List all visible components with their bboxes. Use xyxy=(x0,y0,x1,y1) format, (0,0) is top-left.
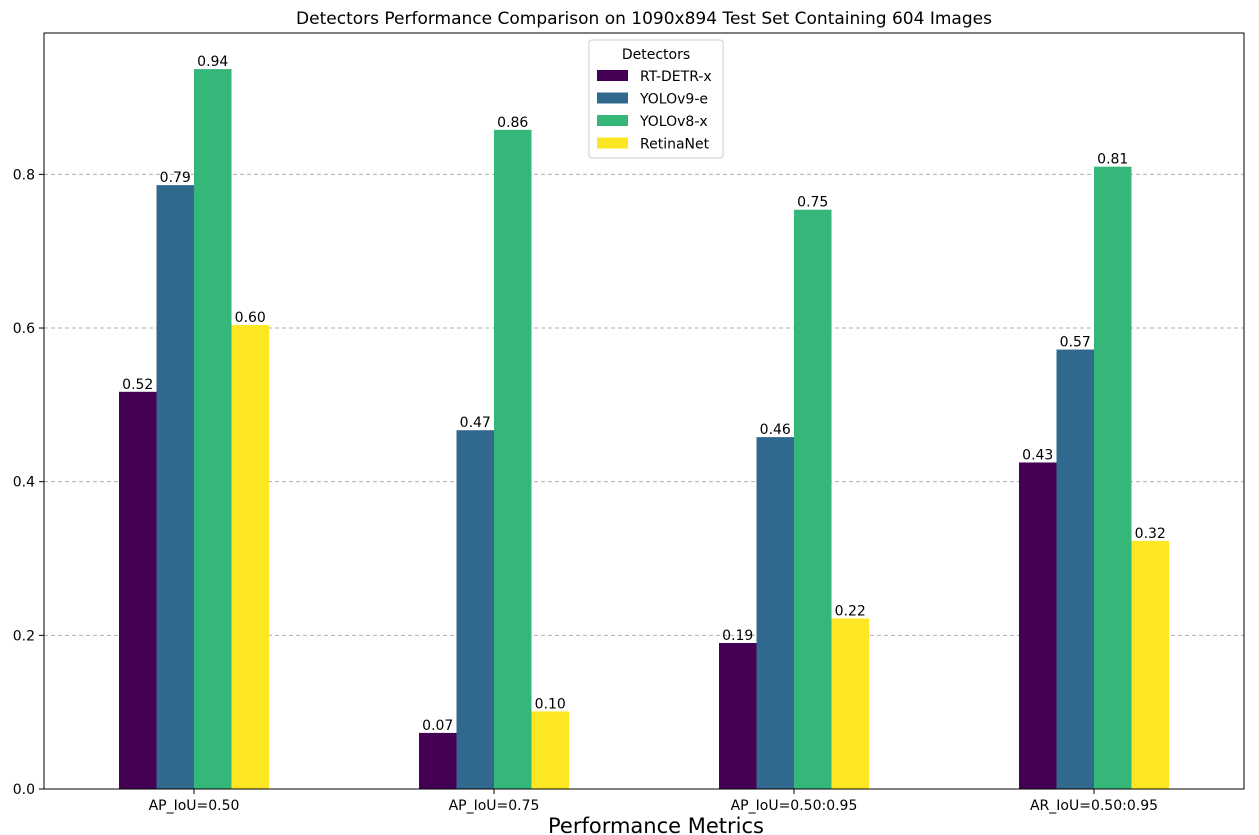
x-tick-label: AP_IoU=0.50:0.95 xyxy=(731,798,858,814)
bar-value-label: 0.47 xyxy=(460,415,491,431)
bar xyxy=(831,618,869,789)
legend-item: YOLOv9-e xyxy=(597,92,708,108)
legend-label: YOLOv8-x xyxy=(639,114,708,130)
chart-title: Detectors Performance Comparison on 1090… xyxy=(296,9,992,29)
bar-value-label: 0.07 xyxy=(422,718,453,734)
legend-item: YOLOv8-x xyxy=(597,114,708,130)
bar-value-label: 0.10 xyxy=(535,696,566,712)
bar xyxy=(156,185,194,789)
legend: Detectors RT-DETR-x YOLOv9-e YOLOv8-x Retin… xyxy=(588,39,724,159)
legend-item: RetinaNet xyxy=(597,137,710,153)
bar-value-label: 0.19 xyxy=(722,628,753,644)
bar xyxy=(756,437,794,789)
legend-label: YOLOv9-e xyxy=(639,92,708,108)
bar xyxy=(531,711,569,789)
legend-swatch xyxy=(597,70,628,81)
bar-value-label: 0.86 xyxy=(497,115,528,131)
bar xyxy=(794,209,832,789)
bar-value-label: 0.52 xyxy=(122,377,153,393)
legend-items: RT-DETR-x YOLOv9-e YOLOv8-x RetinaNet xyxy=(597,69,712,153)
legend-swatch xyxy=(597,137,628,149)
bar xyxy=(494,129,532,789)
legend-label: RT-DETR-x xyxy=(640,69,712,85)
bar xyxy=(456,430,494,789)
y-tick-label: 0.0 xyxy=(13,782,35,798)
x-tick-label: AP_IoU=0.50 xyxy=(149,798,240,814)
bar xyxy=(1056,349,1094,789)
bar xyxy=(1131,540,1169,789)
legend-label: RetinaNet xyxy=(640,137,710,153)
bar-value-label: 0.32 xyxy=(1135,526,1166,542)
plot-frame xyxy=(43,32,1245,790)
bar-series xyxy=(119,69,1169,790)
bar-value-label: 0.75 xyxy=(797,195,828,211)
legend-item: RT-DETR-x xyxy=(597,69,712,85)
bar-value-label: 0.43 xyxy=(1022,447,1053,463)
y-tick-label: 0.2 xyxy=(13,628,35,644)
bar xyxy=(194,69,232,790)
legend-title: Detectors xyxy=(622,47,690,63)
legend-swatch xyxy=(597,115,628,126)
bar-value-labels: 0.52 0.79 0.94 0.60 0.07 0.47 0.86 0.10 0.19 0.46… xyxy=(122,54,1166,734)
legend-box xyxy=(588,39,724,159)
bar xyxy=(231,324,269,789)
y-tick-label: 0.8 xyxy=(13,167,35,183)
bar xyxy=(1094,166,1132,789)
bar-value-label: 0.94 xyxy=(197,54,228,70)
bar-value-label: 0.22 xyxy=(835,603,866,619)
x-tick-label: AP_IoU=0.75 xyxy=(449,798,540,814)
y-tick-label: 0.4 xyxy=(13,475,35,491)
y-axis: 0.0 0.2 0.4 0.6 0.8 xyxy=(13,167,44,798)
bar-value-label: 0.79 xyxy=(160,170,191,186)
y-tick-label: 0.6 xyxy=(13,321,35,337)
bar xyxy=(1019,462,1057,789)
bar xyxy=(119,391,157,789)
bar xyxy=(719,643,757,789)
x-axis-label: Performance Metrics xyxy=(548,814,764,835)
bar-value-label: 0.46 xyxy=(760,422,791,438)
bar xyxy=(419,732,457,789)
bar-value-label: 0.57 xyxy=(1060,335,1091,351)
bar-value-label: 0.81 xyxy=(1097,152,1128,168)
x-tick-label: AR_IoU=0.50:0.95 xyxy=(1030,798,1158,814)
x-axis: AP_IoU=0.50 AP_IoU=0.75 AP_IoU=0.50:0.95 AR… xyxy=(149,789,1158,814)
bar-value-label: 0.60 xyxy=(235,310,266,326)
legend-swatch xyxy=(597,92,628,104)
